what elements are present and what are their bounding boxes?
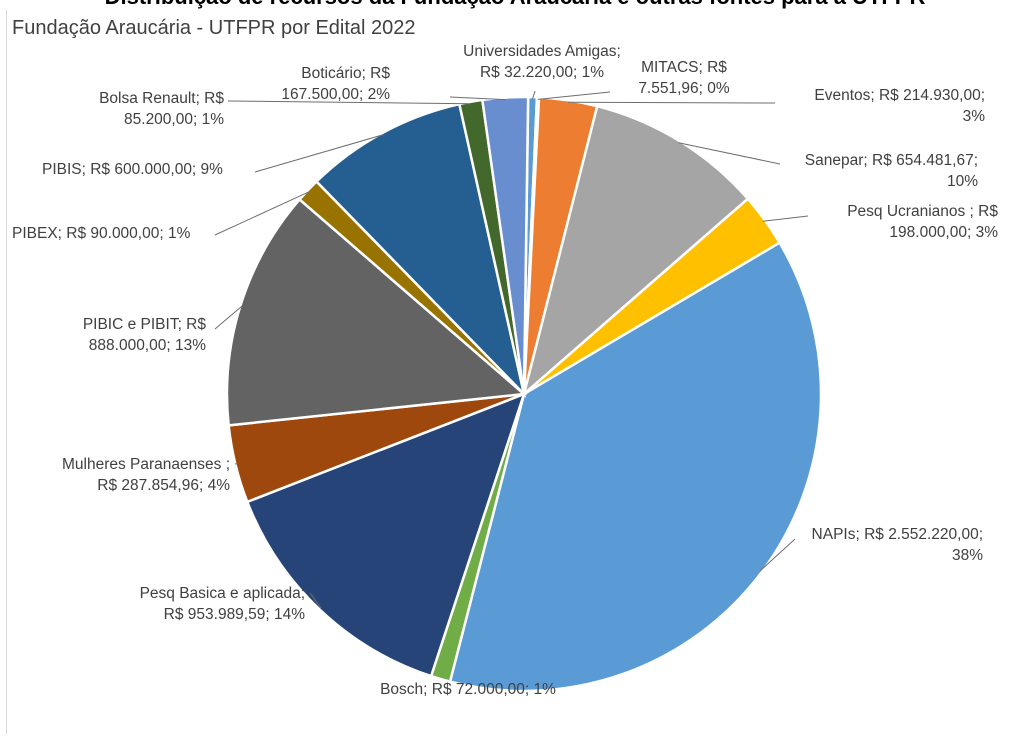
data-label: Mulheres Paranaenses ; R$ 287.854,96; 4% (62, 456, 230, 494)
data-label: Bosch; R$ 72.000,00; 1% (380, 681, 556, 698)
data-label-line: 85.200,00; 1% (124, 111, 224, 128)
data-label-line: Bolsa Renault; R$ (99, 90, 224, 107)
data-label: PIBEX; R$ 90.000,00; 1% (12, 225, 191, 242)
data-label: Bolsa Renault; R$ 85.200,00; 1% (99, 90, 224, 128)
data-label: Sanepar; R$ 654.481,67; 10% (805, 152, 978, 190)
data-label-line: Sanepar; R$ 654.481,67; (805, 152, 978, 169)
chart-title: Fundação Araucária - UTFPR por Edital 20… (12, 17, 416, 39)
data-label-line: PIBIS; R$ 600.000,00; 9% (42, 161, 223, 178)
data-label: Eventos; R$ 214.930,00; 3% (814, 87, 985, 125)
data-label-line: Bosch; R$ 72.000,00; 1% (380, 681, 556, 698)
data-label-line: Pesq Ucranianos ; R$ (847, 203, 998, 220)
leader-line (538, 92, 610, 99)
data-label-line: Boticário; R$ (301, 65, 390, 82)
leader-line (568, 102, 775, 103)
data-label: PIBIS; R$ 600.000,00; 9% (42, 161, 223, 178)
top-cut-heading: Distribuição de recursos da Fundação Ara… (105, 0, 926, 9)
data-label: Universidades Amigas; R$ 32.220,00; 1% (463, 43, 621, 81)
data-label: Pesq Basica e aplicada; R$ 953.989,59; 14… (140, 585, 306, 623)
data-label-line: 198.000,00; 3% (889, 224, 998, 241)
data-label-line: R$ 32.220,00; 1% (480, 64, 604, 81)
data-label: MITACS; R$ 7.551,96; 0% (638, 59, 730, 97)
data-label-line: Mulheres Paranaenses ; (62, 456, 230, 473)
data-label: Pesq Ucranianos ; R$ 198.000,00; 3% (847, 203, 998, 241)
data-label-line: PIBIC e PIBIT; R$ (83, 316, 207, 333)
leader-line (763, 216, 808, 221)
data-label-line: Universidades Amigas; (463, 43, 621, 60)
data-label-line: 38% (952, 547, 983, 564)
data-label-line: 10% (947, 173, 978, 190)
data-label-line: 3% (963, 108, 986, 125)
data-label-line: 167.500,00; 2% (281, 86, 390, 103)
data-label: Boticário; R$ 167.500,00; 2% (281, 65, 390, 103)
data-label: NAPIs; R$ 2.552.220,00; 38% (812, 526, 984, 564)
data-label-line: NAPIs; R$ 2.552.220,00; (812, 526, 983, 543)
data-label-line: 888.000,00; 13% (89, 337, 206, 354)
data-label-line: 7.551,96; 0% (638, 80, 730, 97)
data-label: PIBIC e PIBIT; R$ 888.000,00; 13% (83, 316, 207, 354)
data-label-line: R$ 953.989,59; 14% (164, 606, 306, 623)
data-label-line: Pesq Basica e aplicada; (140, 585, 305, 602)
data-label-line: PIBEX; R$ 90.000,00; 1% (12, 225, 191, 242)
data-label-line: MITACS; R$ (641, 59, 727, 76)
data-label-line: Eventos; R$ 214.930,00; (814, 87, 985, 104)
data-label-line: R$ 287.854,96; 4% (97, 477, 230, 494)
